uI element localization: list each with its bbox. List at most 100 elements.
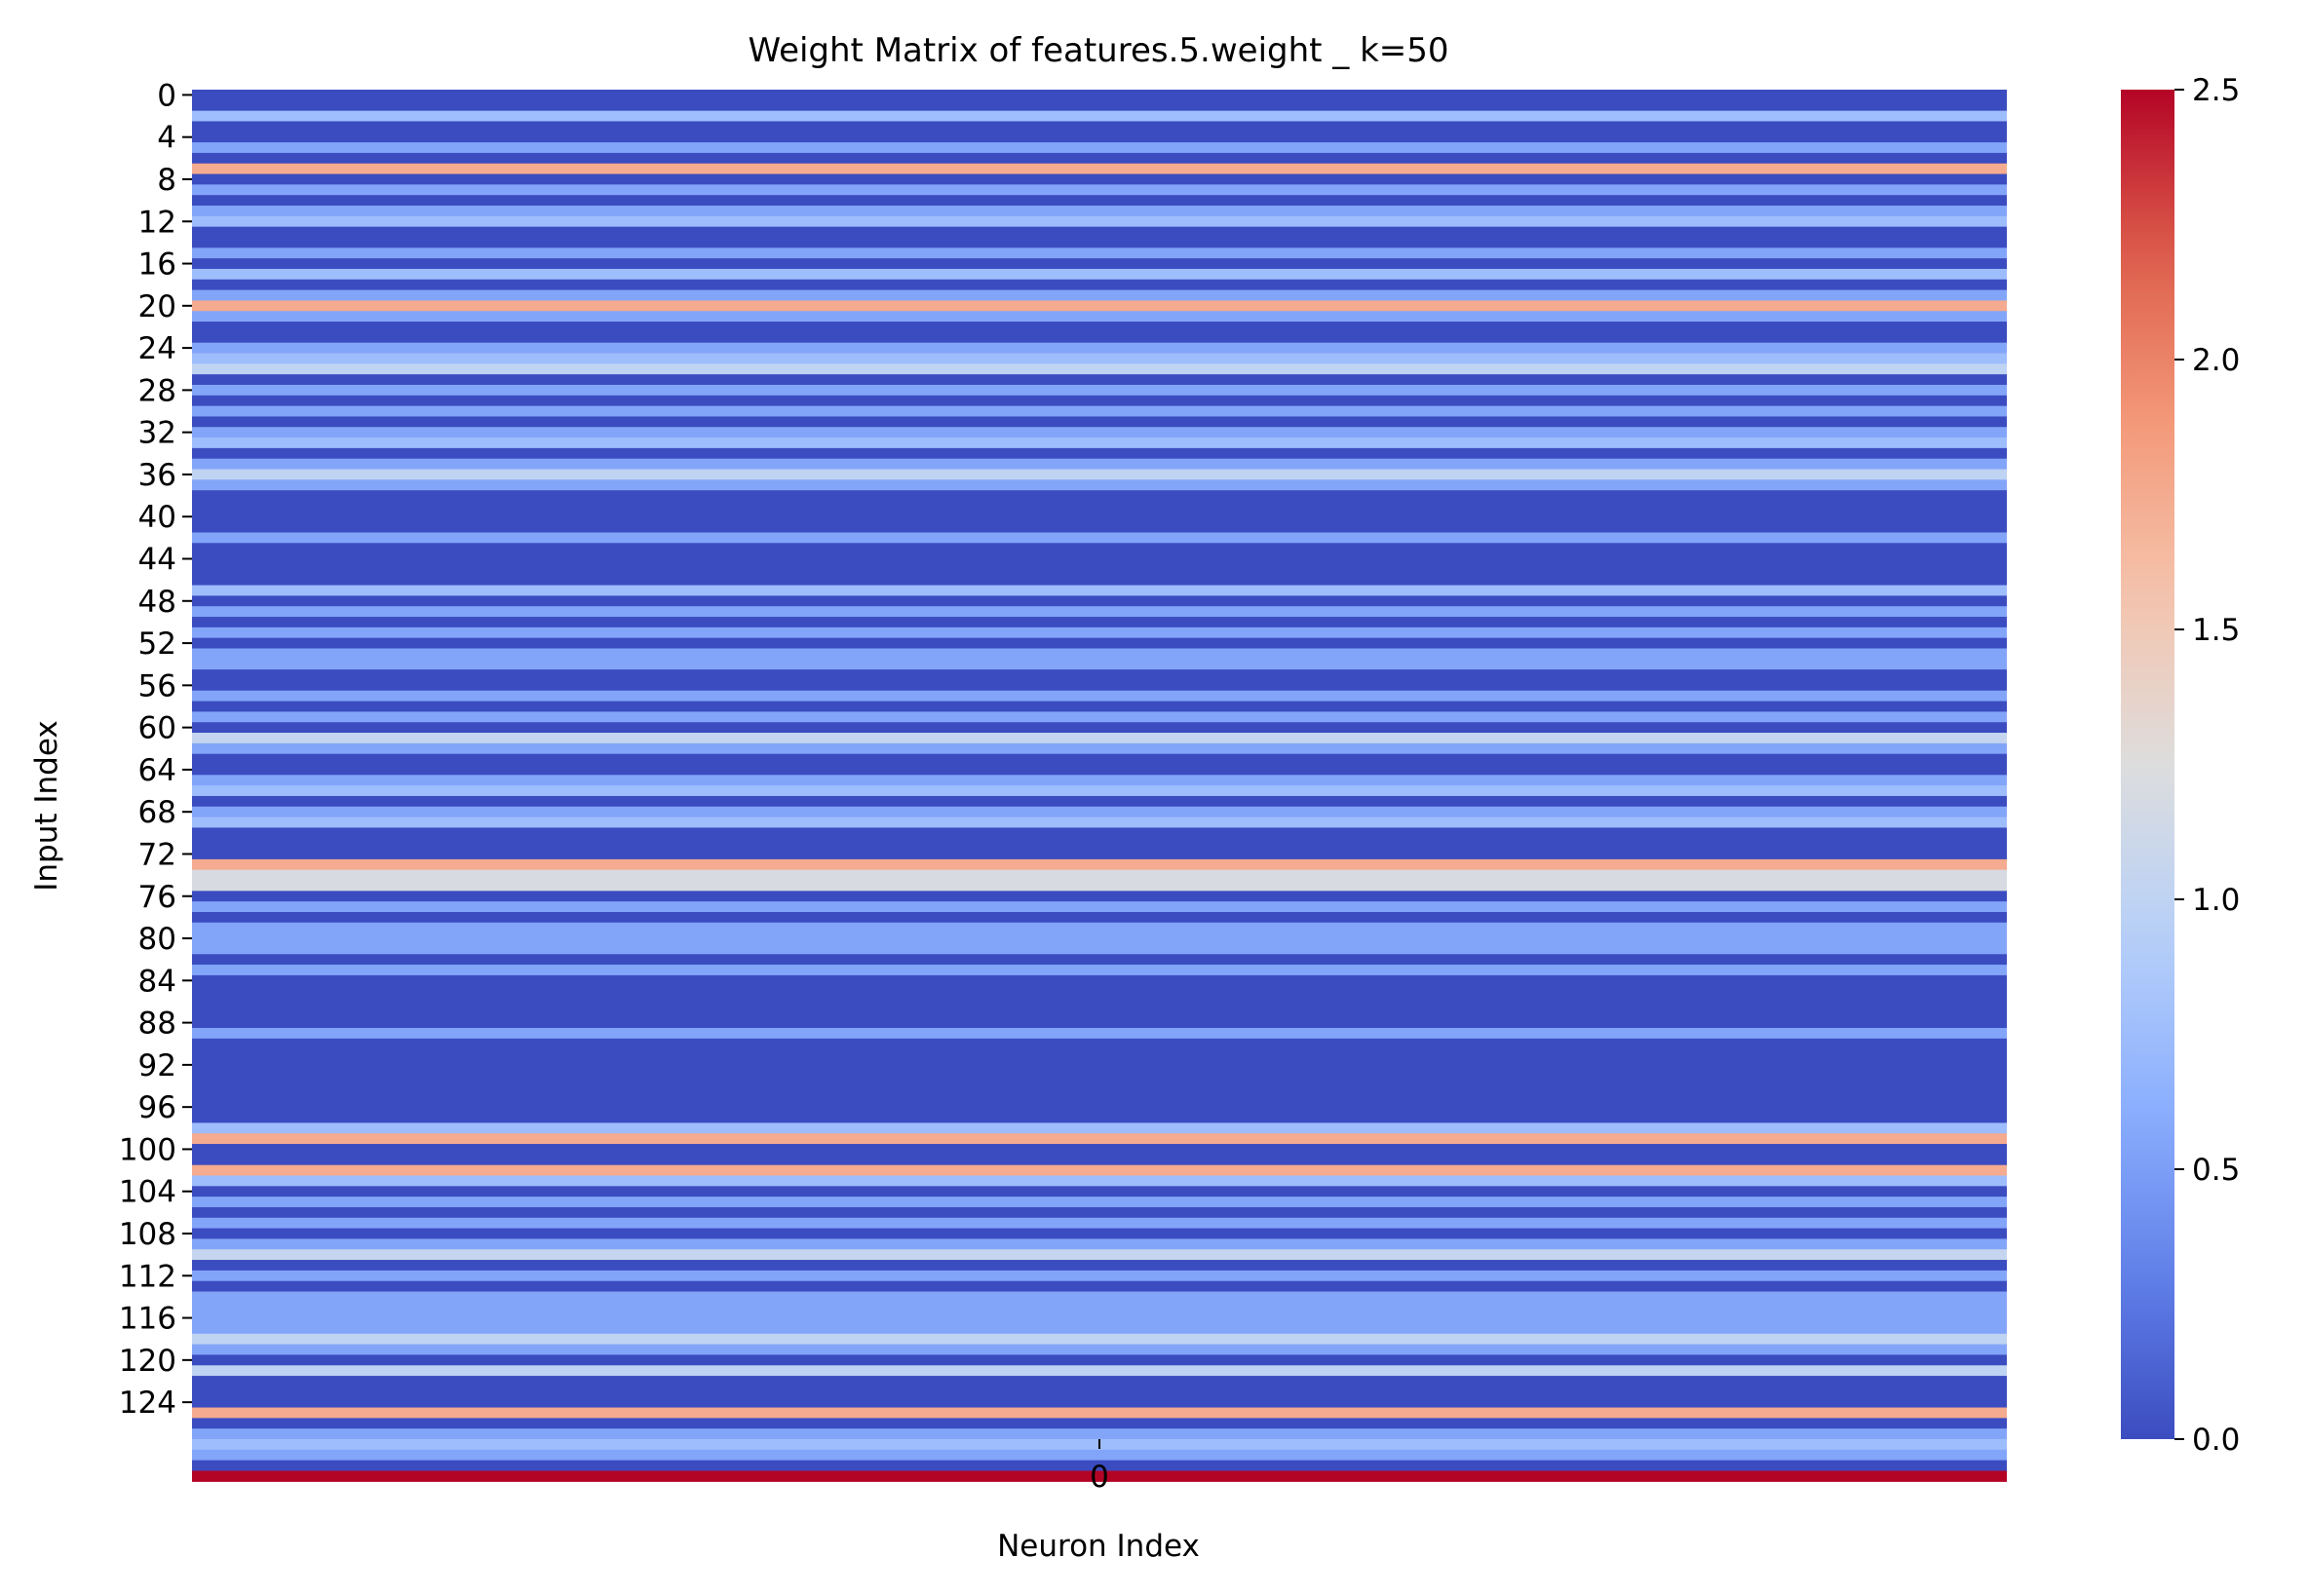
heatmap-cell [192, 258, 2007, 270]
heatmap-cell [192, 974, 2007, 987]
heatmap-cell [192, 764, 2007, 776]
y-axis: 0481216202428323640444852566064687276808… [119, 78, 192, 1421]
heatmap-cell [192, 827, 2007, 839]
heatmap-cell [192, 891, 2007, 902]
y-tick-label: 56 [138, 668, 176, 703]
heatmap-cell [192, 669, 2007, 681]
heatmap-cell [192, 1228, 2007, 1240]
heatmap-cell [192, 617, 2007, 628]
heatmap-cell [192, 911, 2007, 924]
heatmap-cell [192, 711, 2007, 723]
heatmap-cell [192, 701, 2007, 712]
heatmap-cell [192, 1260, 2007, 1272]
chart-title: Weight Matrix of features.5.weight _ k=5… [748, 31, 1448, 70]
heatmap-cell [192, 880, 2007, 892]
heatmap-cell [192, 1291, 2007, 1303]
heatmap-cell [192, 733, 2007, 744]
y-tick-label: 0 [157, 78, 176, 113]
y-tick-label: 80 [138, 922, 176, 957]
y-tick-label: 92 [138, 1048, 176, 1083]
heatmap-cell [192, 173, 2007, 185]
heatmap-cell [192, 132, 2007, 143]
heatmap-cell [192, 311, 2007, 323]
heatmap-cell [192, 268, 2007, 281]
heatmap-cell [192, 479, 2007, 491]
heatmap-cell [192, 679, 2007, 692]
y-tick-label: 4 [157, 121, 176, 156]
y-tick-label: 28 [138, 373, 176, 408]
heatmap-cell [192, 849, 2007, 860]
heatmap-cell [192, 1133, 2007, 1145]
heatmap-cell [192, 1186, 2007, 1197]
heatmap-cell [192, 1449, 2007, 1462]
heatmap-cell [192, 795, 2007, 808]
heatmap-cell [192, 1090, 2007, 1103]
heatmap-cell [192, 543, 2007, 554]
heatmap-cell [192, 363, 2007, 375]
y-tick-label: 64 [138, 753, 176, 788]
y-tick-label: 104 [119, 1175, 176, 1210]
heatmap-cell [192, 922, 2007, 934]
y-tick-label: 48 [138, 585, 176, 620]
heatmap-cell [192, 322, 2007, 333]
heatmap-cell [192, 1365, 2007, 1377]
colorbar: 0.0 0.5 1.0 1.5 2.0 2.5 [2121, 73, 2240, 1458]
heatmap-cell [192, 1048, 2007, 1061]
heatmap-cell [192, 1249, 2007, 1261]
heatmap-cell [192, 384, 2007, 397]
colorbar-tick-label: 1.0 [2192, 883, 2240, 918]
y-tick-label: 12 [138, 205, 176, 240]
heatmap-cell [192, 1280, 2007, 1293]
y-axis-label: Input Index [29, 720, 64, 891]
heatmap-cell [192, 659, 2007, 670]
heatmap-cell [192, 374, 2007, 386]
heatmap-cell [192, 722, 2007, 734]
heatmap-cell [192, 985, 2007, 998]
heatmap-cell [192, 574, 2007, 587]
heatmap-cell [192, 437, 2007, 449]
heatmap-cell [192, 1206, 2007, 1219]
heatmap-cell [192, 447, 2007, 460]
heatmap-cell [192, 1344, 2007, 1356]
y-tick-label: 44 [138, 543, 176, 578]
y-tick-label: 72 [138, 837, 176, 872]
heatmap-cell [192, 215, 2007, 228]
heatmap-cell [192, 553, 2007, 565]
y-tick-label: 60 [138, 711, 176, 746]
heatmap-cell [192, 858, 2007, 871]
heatmap-cell [192, 206, 2007, 217]
heatmap-cell [192, 1460, 2007, 1472]
y-tick-label: 52 [138, 627, 176, 662]
heatmap-cell [192, 1322, 2007, 1335]
heatmap-cell [192, 331, 2007, 344]
heatmap-cell [192, 1175, 2007, 1187]
heatmap-cell [192, 395, 2007, 407]
heatmap-cell [192, 1354, 2007, 1366]
heatmap-cell [192, 869, 2007, 882]
colorbar-tick-label: 2.0 [2192, 343, 2240, 378]
heatmap-cell [192, 690, 2007, 703]
y-tick-label: 24 [138, 331, 176, 366]
heatmap-cell [192, 648, 2007, 660]
y-tick-label: 40 [138, 500, 176, 535]
y-tick-label: 120 [119, 1344, 176, 1379]
colorbar-tick-label: 0.0 [2192, 1423, 2240, 1458]
heatmap-cell [192, 521, 2007, 534]
y-tick-label: 16 [138, 247, 176, 283]
heatmap-cell [192, 742, 2007, 755]
heatmap-cell [192, 965, 2007, 976]
heatmap-cell [192, 943, 2007, 955]
heatmap-cell [192, 996, 2007, 1007]
x-tick-label: 0 [1090, 1460, 1109, 1495]
heatmap-cell [192, 237, 2007, 248]
heatmap-cell [192, 1386, 2007, 1398]
heatmap-cell [192, 954, 2007, 966]
heatmap-cell [192, 1312, 2007, 1324]
heatmap-cell [192, 1238, 2007, 1250]
heatmap-cell [192, 1217, 2007, 1230]
heatmap-cell [192, 563, 2007, 576]
heatmap-cell [192, 1059, 2007, 1071]
heatmap-cell [192, 1164, 2007, 1177]
y-tick-label: 36 [138, 458, 176, 493]
